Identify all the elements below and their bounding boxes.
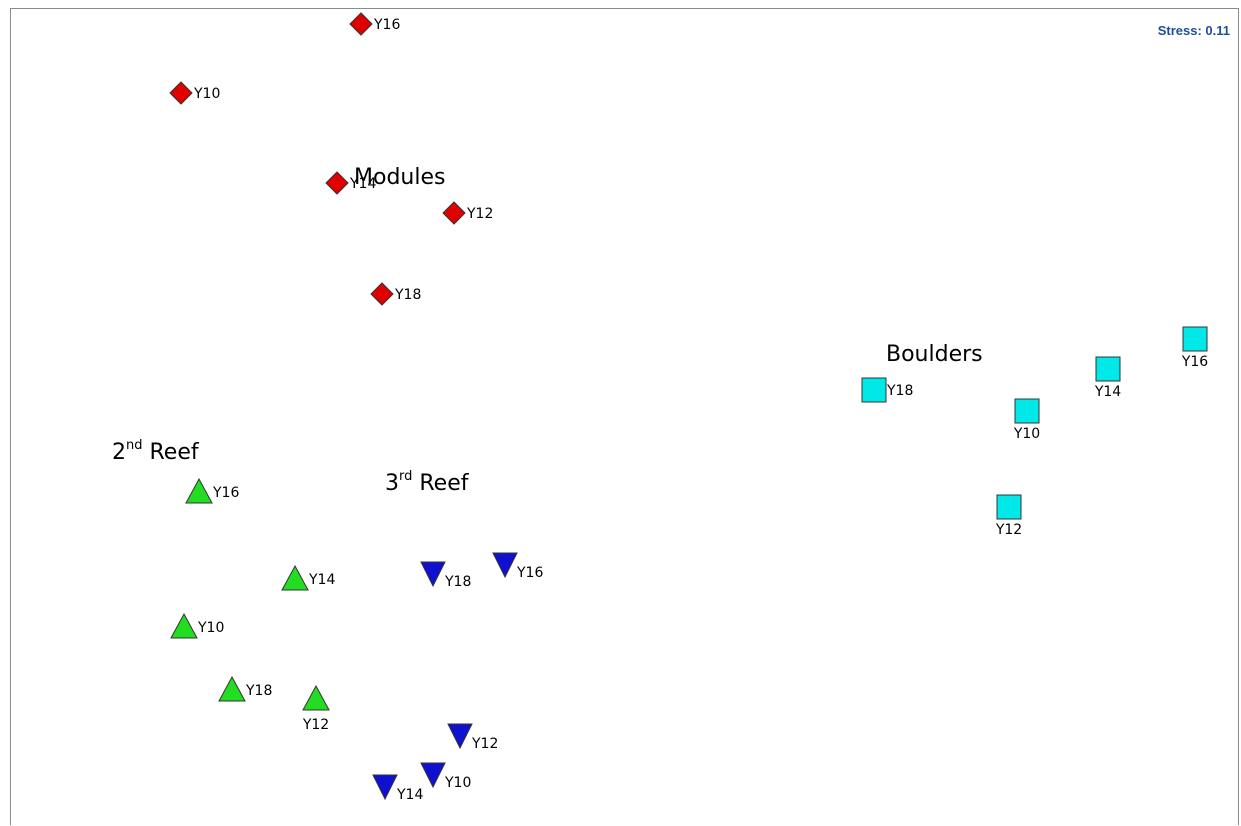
point-label-modules-y18: Y18 (394, 287, 421, 303)
point-2nd-reef-y14 (281, 564, 309, 591)
series-modules: Y16 Y10 Y14 Y12 Y18 (169, 12, 493, 306)
point-label-2nd-reef-y12: Y12 (302, 717, 329, 733)
point-label-boulders-y10: Y10 (1013, 426, 1040, 442)
point-label-modules-y14: Y14 (349, 176, 376, 192)
point-label-2nd-reef-y18: Y18 (245, 683, 272, 699)
series-boulders: Y18 Y10 Y14 Y16 Y12 (861, 326, 1208, 538)
point-label-modules-y10: Y10 (193, 86, 220, 102)
plot-frame: Y16 Y10 Y14 Y12 Y18 Y18 Y10 Y14 Y16 Y12 Y16 Y14 Y10 Y… (10, 8, 1239, 825)
point-label-modules-y12: Y12 (466, 206, 493, 222)
point-2nd-reef-y18 (218, 675, 246, 702)
point-boulders-y14 (1095, 356, 1121, 382)
point-boulders-y12 (996, 494, 1022, 520)
point-label-3rd-reef-y18: Y18 (444, 574, 471, 590)
group-label-3rd-reef: 3rd Reef (385, 469, 470, 496)
point-boulders-y10 (1014, 398, 1040, 424)
point-modules-y10 (169, 81, 193, 105)
point-3rd-reef-y16 (492, 552, 518, 579)
point-3rd-reef-y18 (420, 561, 446, 588)
series-2nd-reef: Y16 Y14 Y10 Y18 Y12 (170, 477, 335, 733)
point-2nd-reef-y12 (302, 684, 330, 711)
point-boulders-y16 (1182, 326, 1208, 352)
point-2nd-reef-y16 (185, 477, 213, 504)
mds-scatter-plot: Y16Y10Y14Y12Y18Y18Y10Y14Y16Y12Y16Y14Y10Y… (112, 12, 1208, 803)
point-modules-y18 (370, 282, 394, 306)
point-modules-y14 (325, 171, 349, 195)
point-label-2nd-reef-y10: Y10 (197, 620, 224, 636)
group-label-boulders: Boulders (886, 342, 983, 367)
point-3rd-reef-y12 (447, 723, 473, 750)
point-label-boulders-y12: Y12 (995, 522, 1022, 538)
point-label-2nd-reef-y16: Y16 (212, 485, 239, 501)
point-boulders-y18 (861, 377, 887, 403)
stress-value: Stress: 0.11 (1157, 23, 1230, 38)
point-label-boulders-y14: Y14 (1094, 384, 1121, 400)
point-label-boulders-y16: Y16 (1181, 354, 1208, 370)
point-3rd-reef-y10 (420, 762, 446, 789)
point-label-3rd-reef-y10: Y10 (444, 775, 471, 791)
point-label-modules-y16: Y16 (373, 17, 400, 33)
point-2nd-reef-y10 (170, 612, 198, 639)
series-3rd-reef: Y18 Y16 Y12 Y10 Y14 (372, 552, 543, 803)
point-modules-y12 (442, 201, 466, 225)
group-label-2nd-reef: 2nd Reef (112, 438, 200, 465)
point-label-3rd-reef-y16: Y16 (516, 565, 543, 581)
point-label-3rd-reef-y14: Y14 (396, 787, 423, 803)
point-label-3rd-reef-y12: Y12 (471, 736, 498, 752)
point-label-boulders-y18: Y18 (886, 383, 913, 399)
point-3rd-reef-y14 (372, 774, 398, 801)
point-label-2nd-reef-y14: Y14 (308, 572, 335, 588)
group-label-modules: Modules (354, 165, 445, 190)
point-modules-y16 (349, 12, 373, 36)
